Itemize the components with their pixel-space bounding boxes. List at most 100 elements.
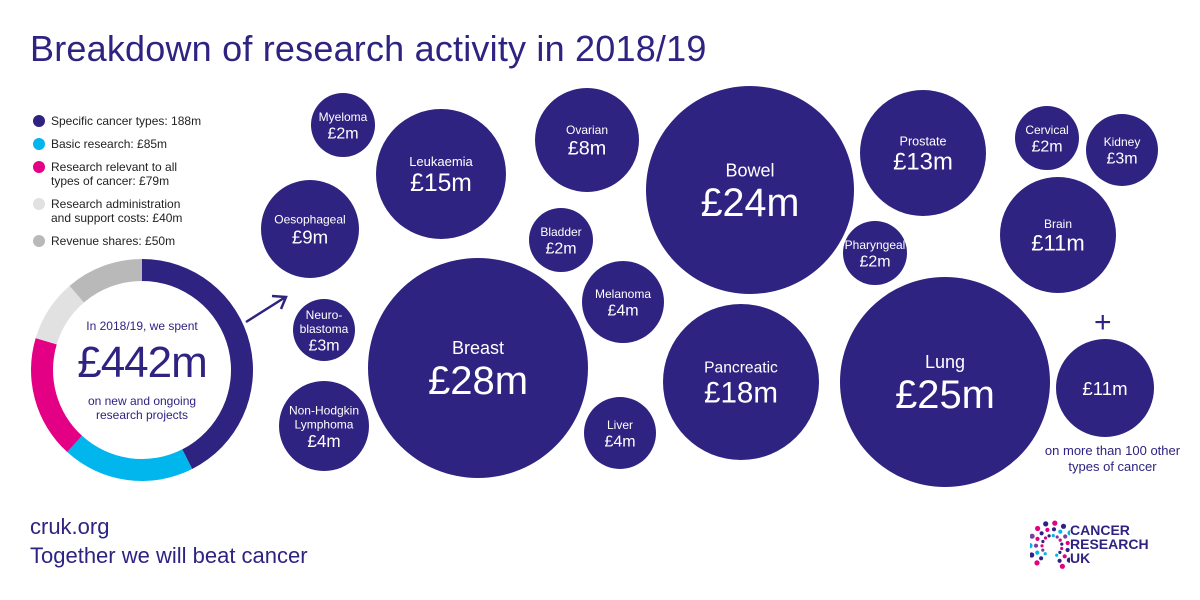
bubble-value-label: £13m <box>893 149 953 176</box>
bubble-circle <box>368 258 588 478</box>
legend-swatch <box>33 115 45 127</box>
bubble-breast: Breast£28m <box>368 258 588 478</box>
cruk-logo-icon <box>1030 520 1070 569</box>
bubble-value-label: £2m <box>545 240 576 257</box>
page-title: Breakdown of research activity in 2018/1… <box>30 28 707 69</box>
bubble-other-types: £11m <box>1056 339 1154 437</box>
donut-slice <box>69 259 142 303</box>
bubble-value-label: £3m <box>308 338 339 355</box>
legend-swatch <box>33 138 45 150</box>
bubble-value-label: £3m <box>1106 150 1137 167</box>
donut-total: £442m <box>77 338 208 387</box>
bubble-name-label: Leukaemia <box>409 154 473 169</box>
legend-swatch <box>33 161 45 173</box>
donut-slice <box>142 259 254 470</box>
legend-label: Specific cancer types: 188m <box>51 114 202 128</box>
bubble-name-label: Kidney <box>1104 135 1141 149</box>
legend-item-revenue: Revenue shares: £50m <box>33 234 273 248</box>
bubble-name-label: Bowel <box>725 160 774 180</box>
bubble-circle <box>860 90 986 216</box>
bubble-myeloma: Myeloma£2m <box>311 93 375 157</box>
bubble-value-label: £4m <box>607 302 638 319</box>
donut-slice <box>30 338 83 453</box>
legend-item-all-types: Research relevant to all types of cancer… <box>33 160 273 188</box>
logo-line: CANCER <box>1070 522 1130 538</box>
bubble-name-label: Neuro- <box>306 308 343 322</box>
bubble-value-label: £9m <box>292 226 328 247</box>
bubble-pancreatic: Pancreatic£18m <box>663 304 819 460</box>
bubble-oesophageal: Oesophageal£9m <box>261 180 359 278</box>
donut-legend: Specific cancer types: 188m Basic resear… <box>33 114 273 257</box>
bubble-prostate: Prostate£13m <box>860 90 986 216</box>
bubble-bladder: Bladder£2m <box>529 208 593 272</box>
bubble-circle <box>840 277 1050 487</box>
bubble-neuro-blastoma: Neuro-blastoma £3m <box>293 299 355 361</box>
footer-tagline: Together we will beat cancer <box>30 543 308 568</box>
arrow-icon <box>245 294 288 324</box>
bubble-name-label: Oesophageal <box>274 213 345 227</box>
bubble-value-label: £4m <box>307 432 340 451</box>
bubble-circle <box>1015 106 1079 170</box>
legend-label: Research administration and support cost… <box>51 197 183 225</box>
legend-item-admin: Research administration and support cost… <box>33 197 273 225</box>
bubble-name-label: Myeloma <box>319 110 368 124</box>
legend-item-basic: Basic research: £85m <box>33 137 273 151</box>
bubble-value-label: £25m <box>895 373 995 417</box>
cruk-logo-text: CANCER RESEARCH UK <box>1070 523 1149 565</box>
bubble-name-label: Ovarian <box>566 123 608 137</box>
bubble-circle <box>529 208 593 272</box>
bubble-name-label: Lymphoma <box>295 418 354 432</box>
legend-label: Basic research: £85m <box>51 137 168 151</box>
bubble-name-label: Non-Hodgkin <box>289 403 359 417</box>
bubble-value-label: £15m <box>410 170 472 197</box>
bubble-value-label: £4m <box>604 433 635 450</box>
bubble-name-label: Cervical <box>1025 123 1068 137</box>
bubble-circle <box>1056 339 1154 437</box>
bubble-name-label: Melanoma <box>595 287 651 301</box>
bubble-circle <box>646 86 854 294</box>
bubble-name-label: Pharyngeal <box>845 238 906 252</box>
bubble-value-label: £11m <box>1082 378 1127 399</box>
bubble-name-label: Breast <box>452 338 504 358</box>
bubble-name-label: blastoma <box>300 322 349 336</box>
legend-item-specific: Specific cancer types: 188m <box>33 114 273 128</box>
legend-label: Revenue shares: £50m <box>51 234 176 248</box>
bubble-brain: Brain£11m <box>1000 177 1116 293</box>
bubble-circle <box>376 109 506 239</box>
bubble-name-label: Bladder <box>540 225 581 239</box>
legend-swatch <box>33 235 45 247</box>
plus-sign: + <box>1094 306 1112 339</box>
bubble-value-label: £11m <box>1031 231 1084 256</box>
bubble-value-label: £2m <box>327 125 358 142</box>
logo-line: RESEARCH <box>1070 536 1149 552</box>
bubble-lung: Lung£25m <box>840 277 1050 487</box>
bubble-name-label: Lung <box>925 352 965 372</box>
bubble-circle <box>843 221 907 285</box>
bubble-value-label: £2m <box>859 253 890 270</box>
bubble-kidney: Kidney£3m <box>1086 114 1158 186</box>
bubble-value-label: £24m <box>701 181 800 225</box>
bubble-value-label: £18m <box>704 377 778 410</box>
bubble-circle <box>279 381 369 471</box>
bubble-circle <box>582 261 664 343</box>
donut-center: In 2018/19, we spent £442m on new and on… <box>42 270 242 470</box>
bubble-circle <box>311 93 375 157</box>
bubble-name-label: Prostate <box>900 134 947 148</box>
bubble-circle <box>1000 177 1116 293</box>
footer-url[interactable]: cruk.org <box>30 514 110 539</box>
bubble-leukaemia: Leukaemia£15m <box>376 109 506 239</box>
bubble-circle <box>1086 114 1158 186</box>
bubble-liver: Liver£4m <box>584 397 656 469</box>
donut-note: on new and ongoing research projects <box>87 394 197 422</box>
bubble-ovarian: Ovarian£8m <box>535 88 639 192</box>
bubble-value-label: £2m <box>1031 138 1062 155</box>
donut-slice <box>35 285 84 345</box>
bubble-bowel: Bowel£24m <box>646 86 854 294</box>
bubble-pharyngeal: Pharyngeal£2m <box>843 221 907 285</box>
bubble-circle <box>261 180 359 278</box>
bubble-circle <box>535 88 639 192</box>
bubble-circle <box>584 397 656 469</box>
legend-label: Research relevant to all types of cancer… <box>51 160 178 188</box>
